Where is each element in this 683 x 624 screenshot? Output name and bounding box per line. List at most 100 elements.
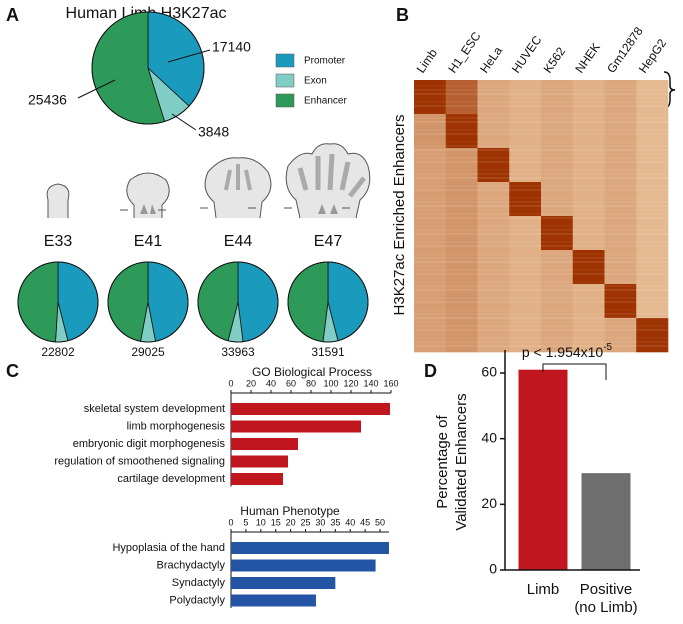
heatmap-cell — [414, 114, 447, 149]
heatmap-cell — [541, 250, 574, 285]
y-tick-label: 40 — [481, 429, 497, 445]
heatmap-cell — [414, 216, 447, 251]
panel-letter: C — [6, 361, 19, 381]
heatmap-cell — [445, 80, 478, 115]
heatmap-cell — [509, 182, 542, 217]
x-tick-label: 50 — [375, 517, 385, 527]
column-label: HepG2 — [636, 36, 669, 75]
x-tick-label: 15 — [271, 517, 281, 527]
pie-slice — [237, 261, 279, 343]
heatmap-cell — [572, 250, 605, 285]
legend-label: Exon — [304, 76, 327, 87]
heatmap-cell — [541, 182, 574, 217]
heatmap-cell — [636, 80, 669, 115]
heatmap-cell — [636, 148, 669, 183]
pie-slice — [147, 261, 189, 342]
panel-letter: A — [6, 5, 19, 25]
heatmap-cell — [509, 284, 542, 319]
pie-total: 31591 — [311, 345, 345, 359]
x-tick-label: 160 — [383, 378, 398, 388]
chart-title: Human Phenotype — [240, 504, 340, 518]
column-label: NHEK — [572, 40, 603, 75]
heatmap-cell — [604, 216, 637, 251]
x-tick-label: 80 — [306, 378, 316, 388]
x-tick-label: 10 — [256, 517, 266, 527]
pie-slice — [17, 261, 59, 343]
pie-outline — [197, 261, 279, 343]
x-tick-label: 140 — [363, 378, 378, 388]
y-axis-label: H3K27ac Enriched Enhancers — [391, 115, 408, 316]
pie-total: 29025 — [131, 345, 165, 359]
heatmap-cell — [572, 318, 605, 353]
heatmap-cell — [445, 148, 478, 183]
heatmap-cell — [509, 318, 542, 353]
pie-outline — [287, 261, 369, 343]
heatmap-cell — [477, 216, 510, 251]
heatmap-cell — [604, 148, 637, 183]
annotation: p < 1.954x10-5 — [522, 342, 613, 360]
heatmap-cell — [604, 318, 637, 353]
heatmap-cell — [445, 284, 478, 319]
limb-icons — [46, 143, 371, 219]
x-tick-label: Limb — [527, 581, 560, 598]
heatmap-cell — [509, 148, 542, 183]
heatmap-cell — [414, 80, 447, 115]
pie-outline — [91, 11, 205, 125]
pie-slice — [287, 261, 329, 343]
heatmap-cell — [477, 182, 510, 217]
heatmap-cell — [414, 250, 447, 285]
pie-outline — [17, 261, 99, 343]
heatmap-cell — [509, 114, 542, 149]
bar — [231, 455, 288, 468]
heatmap-cell — [414, 182, 447, 217]
panel-letter: B — [396, 5, 409, 25]
heatmap-cell — [477, 318, 510, 353]
heatmap-cell — [604, 250, 637, 285]
pie-title: E33 — [44, 233, 73, 250]
x-tick-label: 35 — [330, 517, 340, 527]
x-tick-label: 20 — [246, 378, 256, 388]
heatmap-cell — [572, 148, 605, 183]
pie-title: E41 — [134, 233, 163, 250]
heatmap-cell — [445, 216, 478, 251]
heatmap-cell — [636, 318, 669, 353]
panel-letter: D — [424, 361, 437, 381]
x-tick-label: 40 — [266, 378, 276, 388]
heatmap-cell — [636, 114, 669, 149]
heatmap-cell — [445, 114, 478, 149]
bar — [518, 369, 568, 570]
heatmap-cell — [541, 114, 574, 149]
bar — [231, 438, 298, 450]
category-label: regulation of smoothened signaling — [54, 455, 225, 467]
heatmap-cell — [604, 114, 637, 149]
x-tick-label: 30 — [315, 517, 325, 527]
x-tick-label: 20 — [286, 517, 296, 527]
heatmap-cell — [445, 318, 478, 353]
x-tick-label: Positive — [580, 581, 633, 598]
column-label: K562 — [541, 44, 569, 75]
category-label: limb morphogenesis — [127, 420, 226, 432]
category-label: Polydactyly — [169, 594, 225, 606]
pie-title: E47 — [314, 233, 343, 250]
heatmap-cell — [477, 80, 510, 115]
heatmap-cell — [445, 182, 478, 217]
heatmap-cell — [509, 216, 542, 251]
y-tick-label: 20 — [481, 495, 497, 511]
pie-outline — [107, 261, 189, 343]
heatmap-cell — [414, 284, 447, 319]
heatmap-cell — [414, 318, 447, 353]
bar — [231, 559, 376, 572]
pie-total: 22802 — [41, 345, 75, 359]
annotation-superscript: -5 — [603, 342, 612, 353]
heatmap-cell — [572, 216, 605, 251]
heatmap-cell — [541, 80, 574, 115]
heatmap-cell — [477, 148, 510, 183]
legend-swatch — [275, 53, 295, 68]
category-label: cartilage development — [117, 473, 225, 485]
leader-line — [167, 49, 211, 63]
heatmap-cell — [509, 250, 542, 285]
x-tick-label: 0 — [228, 517, 233, 527]
bar — [581, 473, 631, 570]
x-tick-label: (no Limb) — [574, 599, 637, 616]
